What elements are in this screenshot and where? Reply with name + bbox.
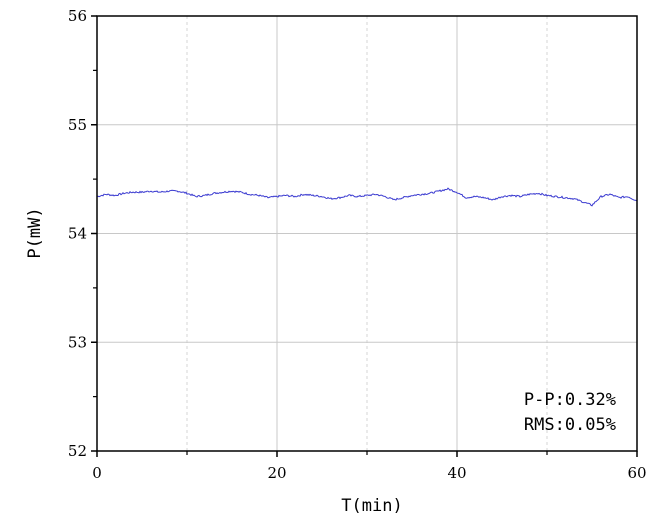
x-tick-label: 0 xyxy=(92,464,102,482)
y-tick-labels: 52 53 54 55 56 xyxy=(68,7,87,460)
y-tick-label: 52 xyxy=(68,442,87,460)
y-tick-label: 55 xyxy=(68,116,87,134)
grid xyxy=(97,16,637,451)
y-tick-label: 53 xyxy=(68,333,87,351)
annotation-rms: RMS:0.05% xyxy=(524,415,616,435)
y-tick-label: 56 xyxy=(68,7,87,25)
annotation-peak-to-peak: P-P:0.32% xyxy=(524,390,616,410)
y-axis-title: P(mW) xyxy=(25,207,45,258)
x-tick-label: 40 xyxy=(447,464,466,482)
x-tick-labels: 0 20 40 60 xyxy=(92,464,646,482)
x-axis-title: T(min) xyxy=(341,496,402,516)
x-tick-label: 20 xyxy=(267,464,286,482)
axis-ticks xyxy=(91,15,638,457)
y-tick-label: 54 xyxy=(68,225,87,243)
series-line-power xyxy=(96,187,638,207)
x-tick-label: 60 xyxy=(627,464,646,482)
